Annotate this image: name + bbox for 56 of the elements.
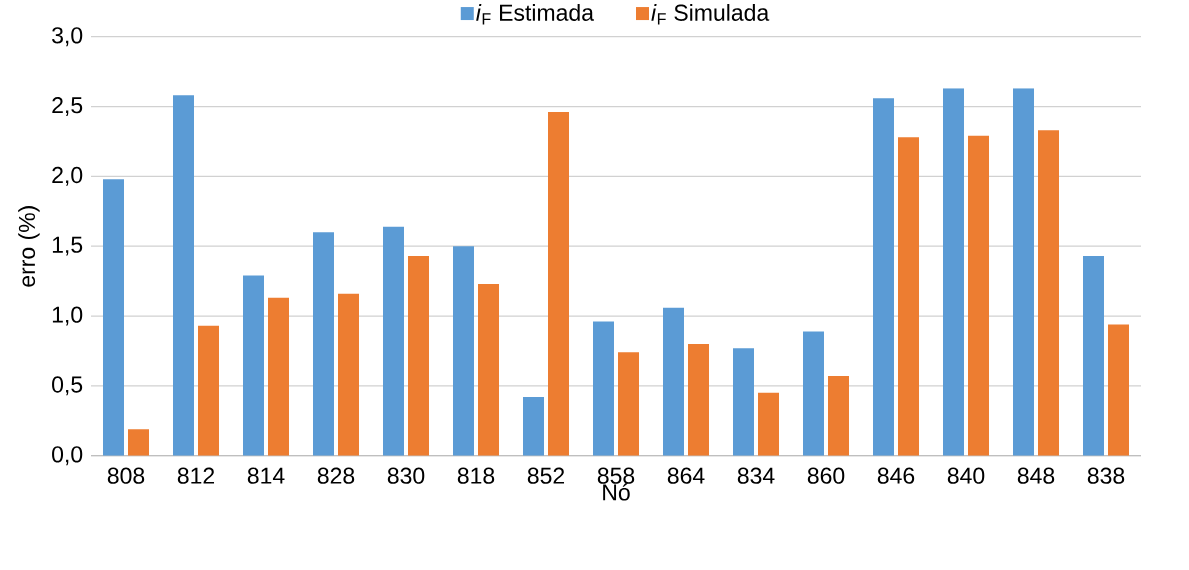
x-tick-label: 812 (177, 467, 215, 484)
bar (548, 112, 569, 456)
bar (173, 95, 194, 456)
bar (128, 429, 149, 456)
x-tick-label: 846 (877, 467, 915, 484)
y-tick-label: 2,0 (52, 166, 83, 186)
legend-label: i$_{F}$ Estimada (476, 3, 594, 25)
bar (1038, 130, 1059, 456)
y-tick-label: 0,5 (52, 376, 83, 396)
bar (453, 246, 474, 456)
bar (803, 331, 824, 456)
bar (828, 375, 850, 456)
bar (898, 137, 920, 456)
bar (103, 179, 124, 456)
x-axis-title: Nó (603, 483, 630, 501)
bar (313, 232, 334, 456)
y-tick-label: 3,0 (52, 27, 83, 47)
bar (383, 226, 404, 456)
bar (198, 325, 219, 456)
x-tick-label: 808 (107, 467, 145, 484)
bar (873, 98, 895, 456)
x-tick-label: 818 (457, 467, 495, 484)
bar (478, 283, 499, 456)
bar (523, 396, 544, 456)
bar (593, 321, 614, 456)
bar (1013, 88, 1035, 456)
x-tick-label: 852 (527, 467, 565, 484)
legend-label: i$_{F}$ Simulada (651, 3, 770, 25)
x-tick-label: 860 (807, 467, 845, 484)
bar (663, 307, 684, 456)
bar (1108, 324, 1129, 456)
x-tick-label: 858 (597, 467, 635, 484)
x-tick-label: 838 (1087, 467, 1125, 484)
bar (408, 255, 429, 456)
x-tick-label: 828 (317, 467, 355, 484)
x-tick-label: 834 (737, 467, 775, 484)
bar (733, 348, 754, 456)
y-tick-label: 1,5 (52, 236, 83, 256)
bar (968, 135, 990, 456)
y-tick-label: 1,0 (52, 306, 83, 326)
y-axis-title: erro (%) (18, 206, 40, 287)
bar (688, 343, 709, 456)
bar (1083, 255, 1104, 456)
x-tick-label: 848 (1017, 467, 1055, 484)
bar (268, 297, 289, 456)
x-tick-label: 864 (667, 467, 705, 484)
bar (758, 392, 779, 456)
x-tick-label: 840 (947, 467, 985, 484)
y-tick-label: 2,5 (52, 96, 83, 116)
bar (338, 293, 359, 456)
x-tick-label: 830 (387, 467, 425, 484)
bar (618, 352, 639, 456)
x-tick-label: 814 (247, 467, 285, 484)
bar (943, 88, 965, 456)
bar (243, 275, 264, 456)
y-tick-label: 0,0 (52, 446, 83, 466)
